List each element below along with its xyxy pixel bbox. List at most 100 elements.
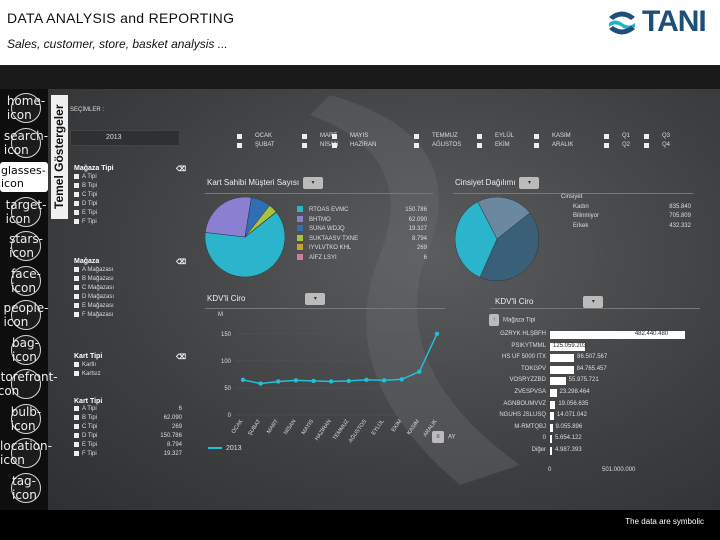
nav-home-button[interactable]: home-icon [7, 93, 45, 123]
checkbox[interactable] [74, 311, 79, 317]
checkbox[interactable] [74, 200, 79, 206]
legend-item[interactable]: RTOAS EVMC 150.786 [297, 206, 427, 216]
list-item[interactable]: E Mağazası [74, 302, 186, 311]
checkbox[interactable] [74, 182, 79, 188]
checkbox[interactable] [74, 218, 79, 224]
checkbox[interactable] [74, 284, 79, 290]
store-type-sel[interactable]: ↑ Mağaza Tipi [489, 314, 535, 326]
pie-slice[interactable] [205, 211, 285, 277]
month-option[interactable]: HAZİRAN [332, 141, 376, 150]
bar[interactable] [550, 423, 553, 432]
list-item[interactable]: B Mağazası [74, 275, 186, 284]
clear-filter-icon[interactable]: ⌫ [176, 259, 186, 266]
checkbox[interactable] [477, 134, 482, 139]
data-point[interactable] [346, 378, 352, 384]
month-option[interactable]: AĞUSTOS [414, 141, 461, 150]
data-point[interactable] [240, 377, 246, 383]
nav-location-button[interactable]: location-icon [0, 438, 52, 468]
list-item[interactable]: D Tipi 150.786 [74, 432, 186, 441]
clear-filter-icon[interactable]: ⌫ [176, 354, 186, 361]
legend-item[interactable]: IYVLVTKO KHL 269 [297, 244, 427, 254]
checkbox[interactable] [74, 370, 79, 376]
list-item[interactable]: F Tipi 19.327 [74, 450, 186, 459]
bar[interactable] [550, 400, 556, 409]
list-item[interactable]: E Tipi [74, 209, 186, 218]
chart-options-icon[interactable]: ▾ [519, 177, 540, 189]
checkbox[interactable] [302, 143, 307, 148]
checkbox[interactable] [74, 209, 79, 215]
list-item[interactable]: C Tipi [74, 191, 186, 200]
nav-target-button[interactable]: target-icon [6, 196, 46, 227]
bar[interactable] [550, 412, 554, 421]
list-item[interactable]: F Mağazası [74, 311, 186, 320]
list-item[interactable]: F Tipi [74, 218, 186, 227]
data-point[interactable] [293, 378, 299, 383]
month-option[interactable]: EYLÜL [477, 132, 514, 141]
bar[interactable] [550, 365, 574, 374]
checkbox[interactable] [74, 423, 79, 429]
list-item[interactable]: B Tipi 62.090 [74, 414, 186, 423]
year-selector[interactable]: 2013 [70, 130, 180, 146]
nav-search-button[interactable]: search-icon [4, 127, 48, 158]
checkbox[interactable] [237, 143, 242, 148]
list-item[interactable]: D Mağazası [74, 293, 186, 302]
chart-options-icon[interactable]: ▾ [305, 293, 326, 305]
checkbox[interactable] [74, 361, 79, 367]
bar[interactable] [550, 377, 566, 386]
pie-slice[interactable] [455, 201, 498, 278]
month-option[interactable]: MART [302, 132, 338, 141]
month-option[interactable]: NİSAN [302, 141, 338, 150]
bar[interactable] [550, 331, 685, 339]
checkbox[interactable] [74, 441, 79, 447]
checkbox[interactable] [604, 134, 609, 139]
checkbox[interactable] [414, 143, 419, 148]
data-point[interactable] [399, 377, 404, 382]
bar[interactable] [550, 435, 552, 444]
month-option[interactable]: OCAK [237, 132, 275, 141]
list-item[interactable]: A Tipi 6 [74, 405, 186, 414]
data-point[interactable] [417, 369, 422, 374]
checkbox[interactable] [74, 293, 79, 299]
nav-storefront-button[interactable]: storefront-icon [0, 369, 58, 399]
legend-item[interactable]: SUKTAASV TXNE 8.794 [297, 234, 427, 245]
clear-filter-icon[interactable]: ⌫ [176, 166, 186, 173]
legend-item[interactable]: AİFZ LSYI 6 [297, 253, 427, 264]
list-item[interactable]: C Mağazası [74, 284, 186, 293]
chart-options-icon[interactable]: ▾ [303, 177, 324, 189]
month-option[interactable]: ŞUBAT [237, 141, 275, 150]
checkbox[interactable] [74, 414, 79, 420]
list-item[interactable]: Kartlı [74, 361, 186, 370]
data-point[interactable] [434, 331, 440, 337]
checkbox[interactable] [74, 405, 79, 411]
month-option[interactable]: KASIM [534, 132, 573, 141]
bar[interactable] [550, 354, 575, 363]
list-item[interactable]: A Tipi [74, 173, 186, 182]
checkbox[interactable] [332, 134, 337, 139]
month-option[interactable]: MAYIS [332, 132, 376, 141]
nav-face-button[interactable]: face-icon [11, 265, 41, 296]
nav-bag-button[interactable]: bag-icon [11, 334, 41, 365]
checkbox[interactable] [604, 143, 609, 148]
data-point[interactable] [381, 378, 387, 383]
legend-item[interactable]: Erkek 432.332 [561, 222, 691, 232]
pie-slice[interactable] [205, 197, 252, 238]
checkbox[interactable] [74, 191, 79, 197]
month-option[interactable]: TEMMUZ [414, 132, 461, 141]
legend-item[interactable]: SUNA WDJQ 19.327 [297, 225, 427, 235]
checkbox[interactable] [644, 143, 649, 148]
checkbox[interactable] [332, 143, 337, 148]
checkbox[interactable] [414, 134, 419, 139]
bar[interactable] [550, 447, 552, 455]
nav-bulb-button[interactable]: bulb-icon [11, 403, 41, 434]
pie-slice[interactable] [477, 197, 531, 240]
checkbox[interactable] [237, 134, 242, 139]
checkbox[interactable] [74, 302, 79, 308]
checkbox[interactable] [644, 134, 649, 139]
month-option[interactable]: EKİM [477, 141, 514, 150]
list-item[interactable]: C Tipi 269 [74, 423, 186, 432]
month-option[interactable]: Q2 [604, 141, 630, 150]
bar[interactable] [550, 342, 585, 351]
legend-item[interactable]: BHTMO 62.090 [297, 215, 427, 226]
nav-glasses-button[interactable]: glasses-icon [0, 162, 48, 192]
checkbox[interactable] [302, 134, 307, 139]
